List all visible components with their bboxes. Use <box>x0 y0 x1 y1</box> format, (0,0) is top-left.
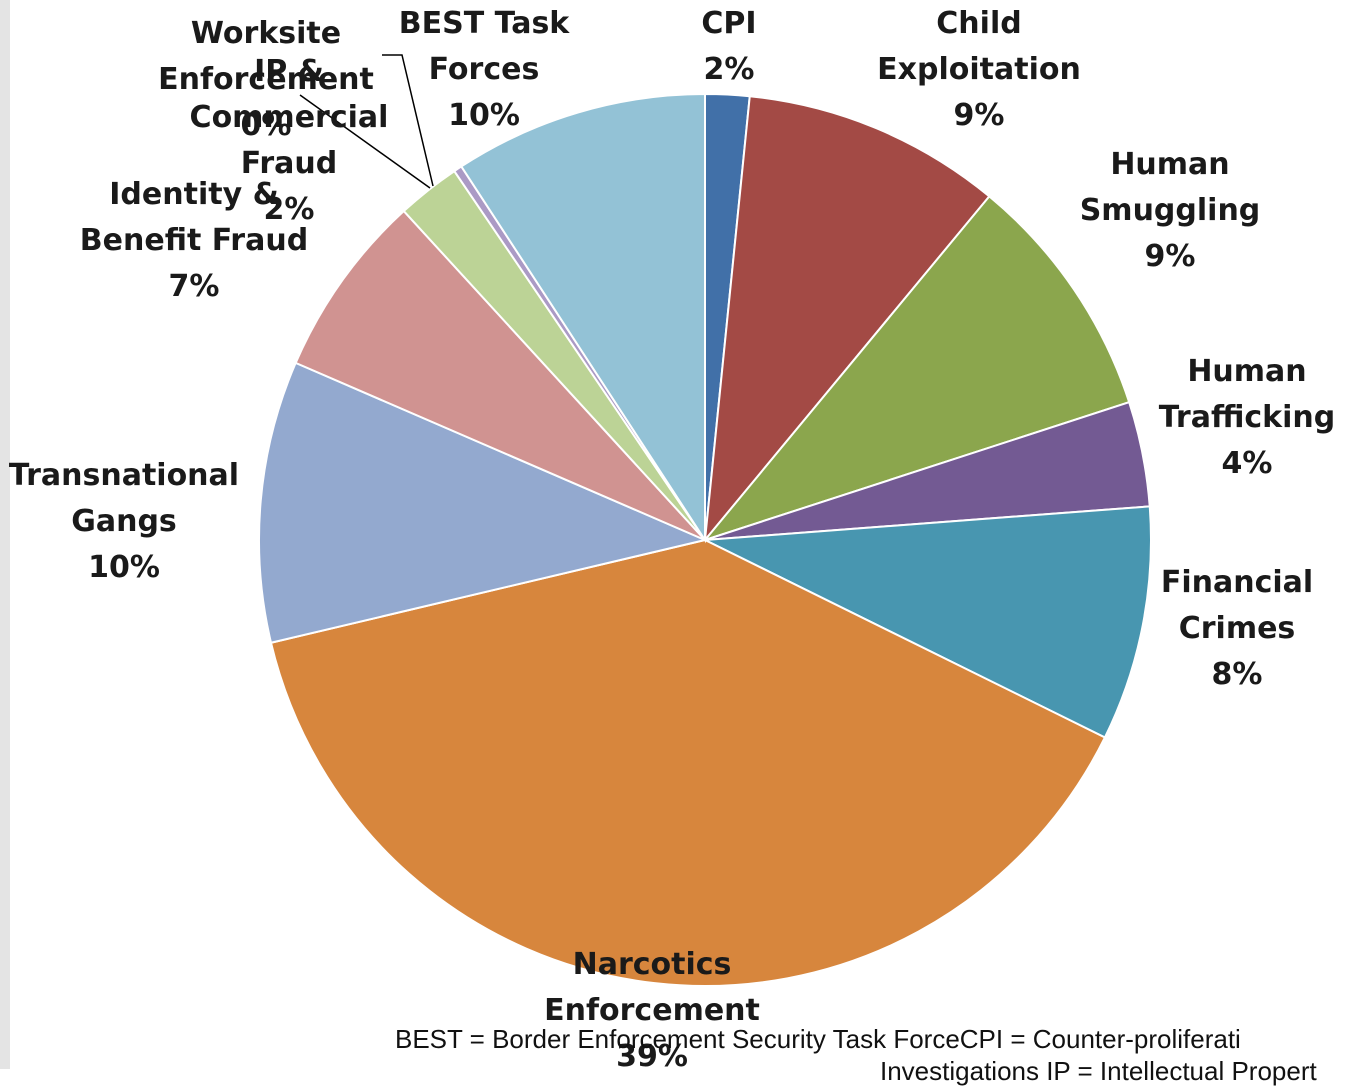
slice-label: BEST Task Forces 10% <box>399 6 571 133</box>
leader-line <box>382 54 434 187</box>
leader-line <box>299 94 431 189</box>
footnote-line-2: Investigations IP = Intellectual Propert <box>880 1056 1317 1086</box>
slice-label: Financial Crimes 8% <box>1161 565 1313 692</box>
slice-label: CPI 2% <box>701 6 756 87</box>
pie-slice <box>294 209 706 541</box>
pie-slice <box>703 95 991 544</box>
slice-label: Human Smuggling 9% <box>1080 147 1261 274</box>
slice-label: Worksite Enforcement 0% <box>158 16 374 143</box>
slice-label: IP & Commercial Fraud 2% <box>190 54 389 227</box>
pie-slice <box>701 505 1152 739</box>
slice-label: Transnational Gangs 10% <box>9 458 239 585</box>
slice-label: Human Trafficking 4% <box>1159 354 1336 481</box>
slice-label: Identity & Benefit Fraud 7% <box>80 177 308 304</box>
slice-label: Child Exploitation 9% <box>877 6 1081 133</box>
footnote-line-1: BEST = Border Enforcement Security Task … <box>395 1024 1241 1054</box>
pie-slice <box>269 538 1107 987</box>
left-edge-strip <box>0 0 10 1069</box>
pie-slice <box>702 194 1131 543</box>
slice-label: Narcotics Enforcement 39% <box>544 947 760 1069</box>
pie-slice <box>258 361 709 644</box>
pie-slice <box>459 92 706 544</box>
